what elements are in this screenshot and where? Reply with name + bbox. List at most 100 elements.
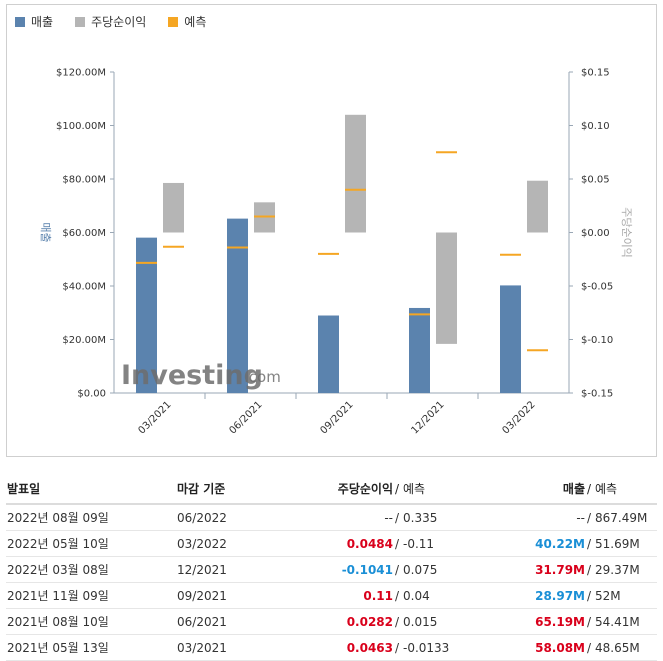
y-tick-label: $20.00M [62, 335, 106, 346]
row-sep: / [393, 504, 401, 531]
revenue-swatch-icon [15, 16, 25, 27]
y2-tick-label: $0.10 [581, 121, 610, 132]
x-tick-label: 06/2021 [227, 399, 264, 436]
row-period: 12/2021 [177, 556, 305, 583]
forecast-swatch-icon [168, 16, 179, 27]
table-row: 2022년 03월 08일 12/2021 -0.1041/0.075 31.79M /… [6, 556, 657, 583]
header-revenue-forecast[interactable]: 예측 [593, 474, 657, 505]
legend-label-revenue: 매출 [31, 15, 54, 29]
y2-tick-label: $-0.15 [581, 389, 613, 400]
legend-label-eps: 주당순이익 [91, 15, 147, 29]
header-date[interactable]: 발표일 [6, 474, 177, 505]
eps-swatch-icon [75, 16, 86, 27]
row-sep: / [393, 556, 401, 583]
row-date: 2021년 05월 13일 [6, 634, 177, 661]
y2-tick-label: $-0.05 [581, 282, 613, 293]
row-revenue-forecast: 51.69M [593, 530, 657, 557]
header-sep: / [585, 474, 593, 505]
row-period: 06/2021 [177, 608, 305, 635]
legend-label-forecast: 예측 [184, 15, 207, 29]
row-sep: / [585, 634, 593, 661]
eps-bar [527, 180, 548, 233]
row-sep: / [585, 504, 593, 531]
row-revenue: 58.08M [515, 634, 585, 661]
investing-logo-suffix: .com [244, 368, 281, 386]
revenue-bar [227, 218, 248, 393]
row-sep: / [393, 530, 401, 557]
y-tick-label: $60.00M [62, 228, 106, 239]
chart-legend: 매출 주당순이익 예측 [15, 13, 206, 30]
row-eps: 0.0282 [305, 608, 393, 635]
legend-item-revenue[interactable]: 매출 [15, 13, 53, 30]
row-period: 06/2022 [177, 504, 305, 531]
table-row: 2021년 11월 09일 09/2021 0.11/0.04 28.97M/52M [6, 582, 657, 609]
header-eps[interactable]: 주당순이익 [305, 474, 393, 505]
row-sep: / [393, 634, 401, 661]
row-date: 2022년 05월 10일 [6, 530, 177, 557]
eps-bar [436, 232, 457, 344]
row-sep: / [585, 530, 593, 557]
row-revenue-forecast: 52M [593, 582, 657, 609]
row-sep: / [393, 582, 401, 609]
row-eps-forecast: -0.11 [401, 530, 515, 557]
eps-bar [345, 114, 366, 233]
revenue-bar [318, 315, 339, 393]
legend-item-eps[interactable]: 주당순이익 [75, 13, 146, 30]
row-sep: / [585, 582, 593, 609]
row-revenue-forecast: 54.41M [593, 608, 657, 635]
eps-bar [163, 182, 184, 233]
row-eps-forecast: 0.075 [401, 556, 515, 583]
row-date: 2021년 08월 10일 [6, 608, 177, 635]
row-sep: / [585, 556, 593, 583]
row-revenue: 31.79M [515, 556, 585, 583]
row-eps: 0.0484 [305, 530, 393, 557]
header-period[interactable]: 마감 기준 [177, 474, 305, 505]
y2-tick-label: $-0.10 [581, 335, 613, 346]
row-sep: / [393, 608, 401, 635]
y-axis-title: 매출 [39, 222, 52, 242]
header-eps-forecast[interactable]: 예측 [401, 474, 515, 505]
row-eps-forecast: 0.335 [401, 504, 515, 531]
y2-tick-label: $0.05 [581, 175, 610, 186]
row-date: 2022년 08월 09일 [6, 504, 177, 531]
y-tick-label: $80.00M [62, 175, 106, 186]
x-tick-label: 12/2021 [409, 399, 446, 436]
row-eps: -- [305, 504, 393, 531]
y-tick-label: $100.00M [56, 121, 106, 132]
row-sep: / [585, 608, 593, 635]
table-header-row: 발표일 마감 기준 주당순이익 / 예측 매출 / 예측 [6, 474, 657, 505]
revenue-bar [136, 237, 157, 393]
row-period: 03/2022 [177, 530, 305, 557]
row-date: 2021년 11월 09일 [6, 582, 177, 609]
row-revenue: 65.19M [515, 608, 585, 635]
row-eps: 0.0463 [305, 634, 393, 661]
row-period: 09/2021 [177, 582, 305, 609]
earnings-table: 발표일 마감 기준 주당순이익 / 예측 매출 / 예측 2022년 08월 0… [6, 474, 657, 661]
revenue-bar [500, 285, 521, 393]
row-period: 03/2021 [177, 634, 305, 661]
row-eps: -0.1041 [305, 556, 393, 583]
row-revenue-forecast: 867.49M [593, 504, 657, 531]
row-revenue: -- [515, 504, 585, 531]
x-tick-label: 03/2021 [136, 399, 173, 436]
row-eps-forecast: 0.04 [401, 582, 515, 609]
y2-axis-title: 주당순이익 [620, 207, 633, 258]
table-row: 2022년 05월 10일 03/2022 0.0484/-0.11 40.22M/5… [6, 530, 657, 557]
table-row: 2022년 08월 09일 06/2022 --/0.335 --/867.49M [6, 504, 657, 531]
table-row: 2021년 08월 10일 06/2021 0.0282/0.015 65.19M/5… [6, 608, 657, 635]
row-eps-forecast: -0.0133 [401, 634, 515, 661]
header-revenue[interactable]: 매출 [515, 474, 585, 505]
chart-canvas: $120.00M $100.00M $80.00M $60.00M $40.00M $20… [39, 68, 633, 437]
y2-tick-label: $0.15 [581, 68, 610, 79]
x-tick-label: 09/2021 [318, 399, 355, 436]
row-date: 2022년 03월 08일 [6, 556, 177, 583]
row-eps-forecast: 0.015 [401, 608, 515, 635]
row-revenue-forecast: 48.65M [593, 634, 657, 661]
investing-logo: Investing [121, 360, 263, 391]
earnings-chart-panel: 매출 주당순이익 예측 [6, 4, 657, 457]
revenue-bar [409, 307, 430, 393]
legend-item-forecast[interactable]: 예측 [168, 13, 206, 30]
row-revenue: 28.97M [515, 582, 585, 609]
y-tick-label: $120.00M [56, 68, 106, 79]
table-row: 2021년 05월 13일 03/2021 0.0463/-0.0133 58.08M… [6, 634, 657, 661]
